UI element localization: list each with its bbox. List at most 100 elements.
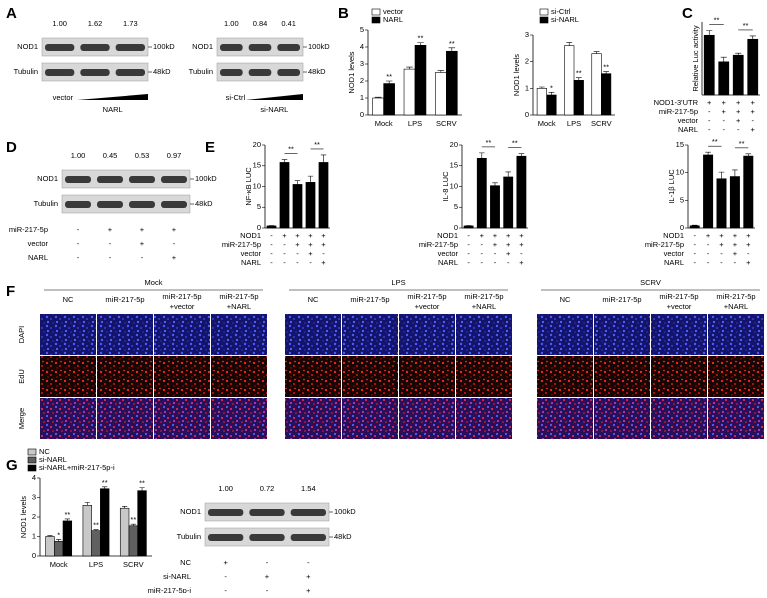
legend-swatch — [28, 465, 36, 471]
condition-sign: - — [283, 249, 286, 258]
band — [45, 44, 74, 51]
condition-sign: - — [747, 249, 750, 258]
column-label: miR-217-5p — [659, 292, 698, 301]
x-tick-label: SCRV — [123, 560, 144, 569]
micrograph — [97, 356, 153, 397]
micrograph — [537, 356, 593, 397]
marker-label: 48kD — [334, 532, 352, 541]
condition-sign: - — [266, 586, 269, 593]
band — [97, 176, 123, 183]
condition-sign: - — [707, 249, 710, 258]
condition-sign: + — [108, 225, 113, 234]
band-label: NOD1 — [17, 42, 38, 51]
column-label: miR-217-5p — [407, 292, 446, 301]
y-tick-label: 0 — [525, 110, 529, 119]
y-tick-label: 1 — [360, 93, 364, 102]
bar — [100, 489, 109, 556]
condition-label: NOD1 — [437, 231, 458, 240]
bar — [83, 505, 92, 556]
condition-label: NARL — [664, 258, 684, 267]
condition-label: si-NARL — [163, 572, 191, 581]
legend-label: si-NARL+miR-217-5p-i — [39, 463, 115, 472]
band — [277, 69, 300, 76]
micrograph — [537, 314, 593, 355]
y-tick-label: 20 — [450, 140, 458, 149]
y-axis-title: IL-8 LUC — [441, 171, 450, 202]
density-value: 1.73 — [123, 19, 138, 28]
error-bar — [603, 72, 609, 74]
condition-sign: - — [707, 258, 710, 267]
condition-sign: + — [295, 240, 300, 249]
column-label: miR-217-5p — [162, 292, 201, 301]
micrograph — [40, 314, 96, 355]
band — [65, 201, 91, 208]
condition-sign: + — [140, 225, 145, 234]
significance: ** — [512, 139, 518, 148]
band — [65, 176, 91, 183]
legend-swatch — [28, 449, 36, 455]
density-value: 1.00 — [52, 19, 67, 28]
band — [208, 509, 243, 516]
significance: ** — [712, 137, 718, 146]
marker-label: 100kD — [308, 42, 330, 51]
condition-sign: + — [506, 249, 511, 258]
bar — [54, 541, 63, 556]
condition-sign: - — [296, 258, 299, 267]
y-tick-label: 5 — [257, 202, 261, 211]
condition-sign: - — [109, 253, 112, 262]
bar — [280, 162, 289, 228]
condition-sign: - — [481, 258, 484, 267]
condition-sign: - — [77, 253, 80, 262]
band — [161, 201, 187, 208]
condition-sign: - — [507, 258, 510, 267]
significance: ** — [139, 479, 145, 488]
condition-label: NOD1 — [240, 231, 261, 240]
condition-sign: + — [321, 258, 326, 267]
condition-sign: - — [737, 125, 740, 134]
density-value: 1.62 — [88, 19, 103, 28]
condition-sign: + — [519, 231, 524, 240]
condition-label: NOD1 — [663, 231, 684, 240]
significance: ** — [576, 69, 582, 78]
bar — [384, 84, 395, 115]
y-axis-title: NOD1 levels — [347, 51, 356, 93]
x-tick-label: LPS — [567, 119, 581, 128]
legend-swatch — [540, 9, 548, 15]
condition-sign: - — [708, 116, 711, 125]
bar — [129, 526, 138, 556]
condition-sign: + — [719, 240, 724, 249]
bar — [704, 35, 714, 95]
band-label: Tubulin — [14, 67, 38, 76]
condition-sign: + — [306, 572, 311, 581]
condition-label: NARL — [438, 258, 458, 267]
significance: * — [550, 83, 553, 92]
condition-sign: + — [733, 240, 738, 249]
condition-sign: + — [140, 239, 145, 248]
bar — [120, 508, 129, 556]
condition-label: vector — [438, 249, 459, 258]
y-tick-label: 2 — [360, 76, 364, 85]
column-label: NC — [63, 295, 74, 304]
significance: ** — [449, 39, 455, 48]
column-label: miR-217-5p — [716, 292, 755, 301]
condition-sign: - — [270, 231, 273, 240]
column-label: NC — [308, 295, 319, 304]
condition-sign: - — [752, 116, 755, 125]
bar — [464, 226, 473, 228]
panel-label: G — [6, 457, 18, 474]
condition-sign: - — [734, 258, 737, 267]
significance: ** — [743, 21, 749, 30]
x-tick-label: SCRV — [436, 119, 457, 128]
marker-label: 48kD — [153, 67, 171, 76]
y-tick-label: 15 — [450, 161, 458, 170]
band — [161, 176, 187, 183]
column-label: miR-217-5p — [350, 295, 389, 304]
micrograph — [40, 356, 96, 397]
y-tick-label: 15 — [676, 140, 684, 149]
group-label: si-NARL — [260, 105, 288, 114]
density-value: 1.00 — [71, 151, 86, 160]
bar — [703, 155, 712, 228]
condition-sign: - — [270, 240, 273, 249]
condition-sign: - — [283, 240, 286, 249]
error-bar — [282, 160, 287, 163]
